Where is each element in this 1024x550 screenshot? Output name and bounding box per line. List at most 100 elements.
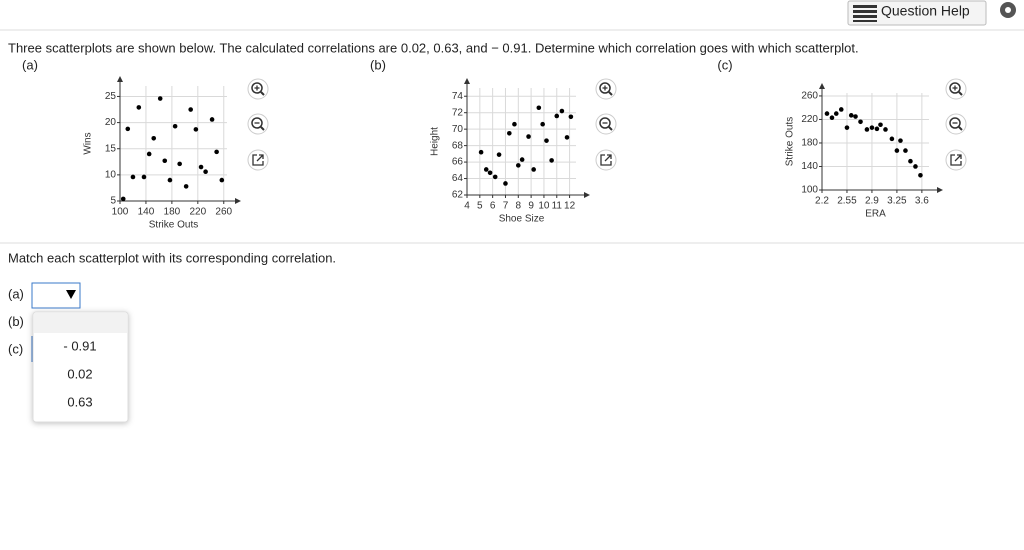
plot-label: (a) — [22, 57, 38, 72]
x-tick-label: 2.9 — [865, 196, 879, 207]
scatter-point — [188, 107, 193, 112]
plot-label: (b) — [370, 57, 386, 72]
settings-gear[interactable] — [1000, 2, 1016, 18]
scatter-point — [198, 164, 204, 170]
scatter-point — [515, 163, 521, 168]
x-tick-label: 3.25 — [887, 196, 907, 207]
magnifier-handle — [260, 126, 265, 131]
scatter-point — [858, 119, 863, 125]
scatter-point — [219, 177, 225, 183]
dropdown-option[interactable]: 0.02 — [67, 366, 92, 381]
scatter-point — [531, 167, 536, 172]
scatter-point — [214, 149, 219, 155]
zoom-out-icon[interactable] — [595, 113, 617, 135]
scatter-point — [209, 117, 215, 122]
scatter-point — [203, 169, 208, 175]
scatter-point — [878, 122, 883, 128]
x-tick-label: 180 — [164, 207, 181, 218]
prompt-text: Match each scatterplot with its correspo… — [8, 250, 336, 265]
y-tick-label: 25 — [105, 91, 117, 102]
help-label[interactable]: Question Help — [881, 3, 970, 19]
scatter-point — [889, 136, 895, 142]
zoom-in-icon[interactable] — [595, 78, 617, 100]
popout-glyph — [252, 154, 264, 166]
scatter-point — [496, 152, 502, 157]
axis-arrow — [117, 76, 123, 82]
x-tick-label: 7 — [503, 201, 509, 212]
zoom-out-icon[interactable] — [945, 113, 967, 135]
x-tick-label: 2.2 — [815, 196, 829, 207]
dropdown-arrow — [66, 290, 76, 299]
scatter-point — [898, 138, 903, 143]
scatter-point — [167, 177, 173, 183]
scatter-point — [829, 115, 835, 120]
x-tick-label: 4 — [464, 201, 470, 212]
scatter-point — [512, 121, 517, 127]
y-axis-label: Strike Outs — [785, 117, 796, 166]
axis-arrow — [937, 187, 943, 193]
x-tick-label: 220 — [189, 207, 206, 218]
y-tick-label: 5 — [110, 196, 116, 207]
scatter-point — [559, 108, 565, 114]
scatter-point — [125, 126, 131, 132]
y-tick-label: 100 — [801, 185, 818, 196]
x-tick-label: 100 — [112, 207, 129, 218]
scatter-point — [183, 184, 189, 189]
scatter-point — [903, 148, 908, 153]
y-tick-label: 66 — [452, 157, 464, 168]
y-tick-label: 20 — [105, 117, 117, 128]
question-help-button[interactable] — [847, 0, 987, 26]
scatter-point — [908, 158, 913, 164]
scatter-point — [487, 170, 493, 176]
scatter-point — [157, 96, 163, 101]
y-tick-label: 260 — [801, 91, 818, 102]
y-tick-label: 64 — [452, 173, 464, 184]
axis-arrow — [584, 192, 590, 198]
plot-label: (c) — [717, 57, 732, 72]
scatter-point — [564, 135, 570, 140]
dropdown-option[interactable]: - 0.91 — [63, 338, 96, 353]
magnifier-handle — [608, 91, 613, 96]
y-tick-label: 70 — [452, 124, 464, 135]
scatter-point — [833, 111, 839, 116]
scatter-point — [918, 173, 923, 178]
popout-glyph — [950, 154, 962, 166]
x-tick-label: 6 — [490, 201, 496, 212]
scatter-point — [848, 113, 854, 118]
y-tick-label: 10 — [105, 170, 117, 181]
zoom-out-icon[interactable] — [247, 113, 269, 135]
scatter-point — [568, 114, 574, 120]
y-axis-label: Wins — [83, 132, 94, 154]
magnifier-handle — [608, 126, 613, 131]
y-tick-label: 15 — [105, 143, 117, 154]
scatter-point — [492, 174, 498, 180]
magnifier-handle — [958, 126, 963, 131]
question-text: Three scatterplots are shown below. The … — [8, 40, 859, 55]
scatter-point — [869, 125, 875, 130]
row-label: (c) — [8, 341, 23, 356]
scatter-point — [478, 149, 484, 155]
x-tick-label: 11 — [552, 201, 563, 212]
x-axis-label: Strike Outs — [149, 220, 198, 231]
scatter-point — [894, 148, 900, 153]
scatter-point — [162, 158, 168, 164]
axis-arrow — [235, 198, 241, 204]
scatter-point — [503, 181, 508, 186]
y-tick-label: 220 — [801, 114, 818, 125]
y-tick-label: 72 — [452, 107, 464, 118]
scatter-point — [844, 125, 850, 130]
zoom-in-icon[interactable] — [945, 78, 967, 100]
y-tick-label: 180 — [801, 138, 818, 149]
scatter-point — [483, 167, 489, 172]
dropdown-list — [32, 311, 129, 423]
magnifier — [251, 117, 263, 129]
scatter-point — [864, 127, 870, 132]
scatter-point — [519, 157, 525, 162]
magnifier — [599, 117, 611, 129]
zoom-in-icon[interactable] — [247, 78, 269, 100]
x-tick-label: 5 — [477, 201, 483, 212]
list-icon — [853, 5, 877, 22]
dropdown-blank[interactable] — [34, 313, 127, 333]
x-tick-label: 2.55 — [837, 196, 857, 207]
dropdown-option[interactable]: 0.63 — [67, 394, 92, 409]
